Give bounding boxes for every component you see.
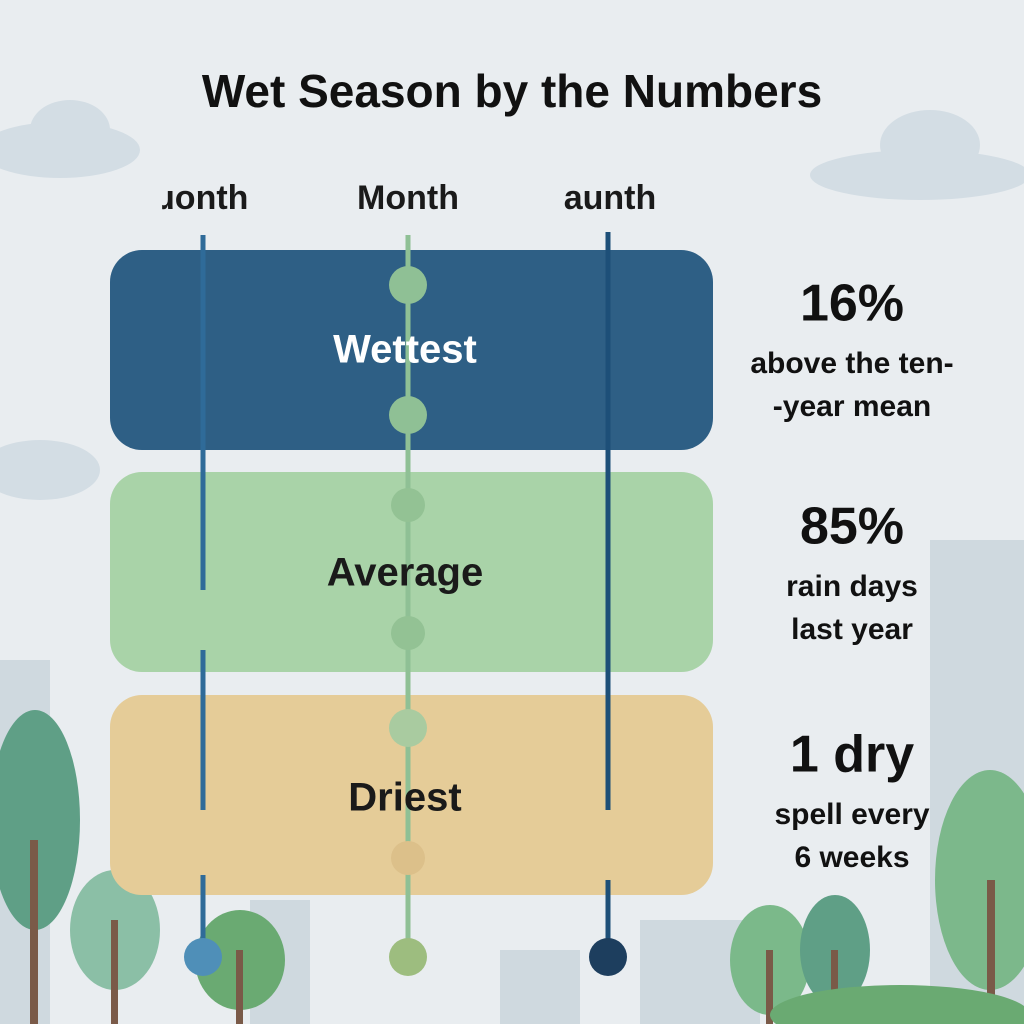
column-label: Month (357, 179, 459, 217)
column-dots (184, 266, 627, 976)
stat-text: -year mean (773, 390, 931, 423)
stat-text: above the ten- (750, 347, 953, 380)
trees (0, 710, 1024, 1024)
stat-text: spell every (774, 798, 929, 831)
band-driest (110, 695, 713, 895)
stat: 1 dry (790, 726, 914, 784)
stat: 16% (800, 275, 904, 333)
stat-text: rain days (786, 570, 918, 603)
stat-text: 6 weeks (794, 841, 909, 874)
title: Wet Season by the Numbers (202, 65, 822, 117)
column-lines (200, 232, 611, 945)
column-label: ɹonth (162, 179, 249, 217)
row-label: Wettest (333, 328, 477, 372)
row-label: Average (327, 551, 483, 595)
stat: 85% (800, 498, 904, 556)
column-label: aunth (564, 179, 657, 217)
band-average (110, 472, 713, 672)
clouds (0, 100, 1024, 500)
row-label: Driest (348, 776, 461, 820)
stat-text: last year (791, 613, 913, 646)
band-wettest (110, 250, 713, 450)
